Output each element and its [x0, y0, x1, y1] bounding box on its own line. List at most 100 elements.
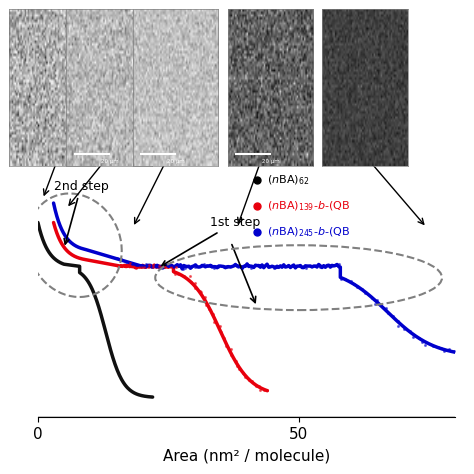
Point	[228, 352, 235, 359]
Point	[174, 270, 182, 278]
Point	[207, 261, 215, 269]
Point	[145, 261, 153, 269]
Point	[228, 346, 235, 353]
Point	[115, 262, 122, 270]
Point	[317, 263, 324, 270]
Point	[434, 343, 442, 351]
Point	[309, 262, 317, 269]
Point	[371, 301, 379, 308]
Point	[288, 263, 295, 270]
Point	[419, 338, 426, 346]
Point	[170, 268, 177, 276]
Point	[122, 258, 129, 265]
Point	[270, 264, 278, 272]
Point	[113, 255, 121, 262]
Point	[415, 334, 423, 341]
Point	[239, 369, 246, 376]
Point	[323, 262, 330, 270]
Point	[273, 263, 281, 271]
Point	[282, 262, 289, 270]
Point	[127, 262, 135, 270]
Point	[116, 262, 124, 269]
Point	[187, 273, 194, 280]
Point	[163, 262, 171, 269]
Point	[118, 262, 125, 269]
Text: $(n$BA$)_{62}$: $(n$BA$)_{62}$	[267, 173, 310, 187]
Point	[255, 383, 263, 390]
Point	[139, 262, 146, 269]
Point	[382, 304, 390, 312]
Point	[445, 346, 453, 353]
Point	[394, 322, 401, 329]
Point	[400, 326, 408, 333]
Point	[390, 312, 397, 320]
Point	[122, 263, 129, 270]
Point	[149, 261, 156, 269]
Point	[187, 263, 195, 271]
Point	[429, 342, 437, 350]
Point	[238, 264, 246, 272]
Point	[254, 261, 261, 268]
Point	[191, 279, 199, 287]
Point	[197, 287, 204, 295]
Point	[316, 263, 323, 270]
Point	[247, 264, 255, 272]
Text: $(n$BA$)_{139}$-$b$-(QB: $(n$BA$)_{139}$-$b$-(QB	[267, 200, 351, 213]
Point	[210, 264, 218, 272]
Point	[167, 263, 174, 271]
Point	[214, 263, 221, 270]
Text: $(n$BA$)_{245}$-$b$-(QB: $(n$BA$)_{245}$-$b$-(QB	[267, 226, 351, 239]
Point	[347, 277, 355, 285]
Point	[260, 386, 267, 394]
Point	[141, 263, 148, 271]
Point	[421, 341, 428, 348]
Point	[242, 261, 249, 269]
Point	[234, 363, 241, 370]
Point	[134, 261, 142, 269]
Point	[152, 263, 160, 271]
Point	[350, 281, 358, 288]
Point	[354, 283, 361, 291]
Point	[197, 288, 204, 296]
Point	[128, 260, 136, 268]
Point	[257, 386, 264, 393]
Point	[161, 264, 168, 271]
Text: 1st step: 1st step	[162, 216, 260, 265]
Point	[384, 309, 392, 316]
Point	[362, 289, 369, 297]
Point	[252, 383, 259, 390]
Text: 20 μm: 20 μm	[101, 159, 118, 164]
Point	[132, 261, 140, 269]
Point	[451, 347, 458, 355]
Point	[216, 322, 224, 330]
Point	[373, 296, 381, 304]
Point	[298, 264, 306, 271]
Point	[155, 263, 163, 270]
Point	[191, 284, 199, 292]
Point	[158, 264, 165, 271]
Point	[181, 273, 188, 280]
Point	[231, 262, 238, 269]
Point	[172, 264, 180, 271]
Point	[440, 347, 447, 355]
Point	[335, 260, 343, 268]
Point	[256, 261, 264, 269]
Point	[168, 261, 175, 269]
Point	[394, 318, 402, 325]
Point	[248, 378, 255, 385]
Point	[245, 376, 253, 383]
Point	[234, 264, 242, 271]
Point	[181, 264, 188, 272]
Point	[117, 255, 125, 263]
Point	[241, 374, 249, 381]
Point	[406, 327, 413, 335]
Point	[201, 293, 209, 301]
X-axis label: Area (nm² / molecule): Area (nm² / molecule)	[163, 449, 330, 464]
Point	[410, 333, 417, 341]
Point	[438, 344, 445, 352]
Point	[173, 261, 181, 268]
Point	[191, 264, 199, 271]
Point	[236, 365, 243, 373]
Text: 20 μm: 20 μm	[167, 159, 185, 164]
Point	[188, 279, 195, 286]
